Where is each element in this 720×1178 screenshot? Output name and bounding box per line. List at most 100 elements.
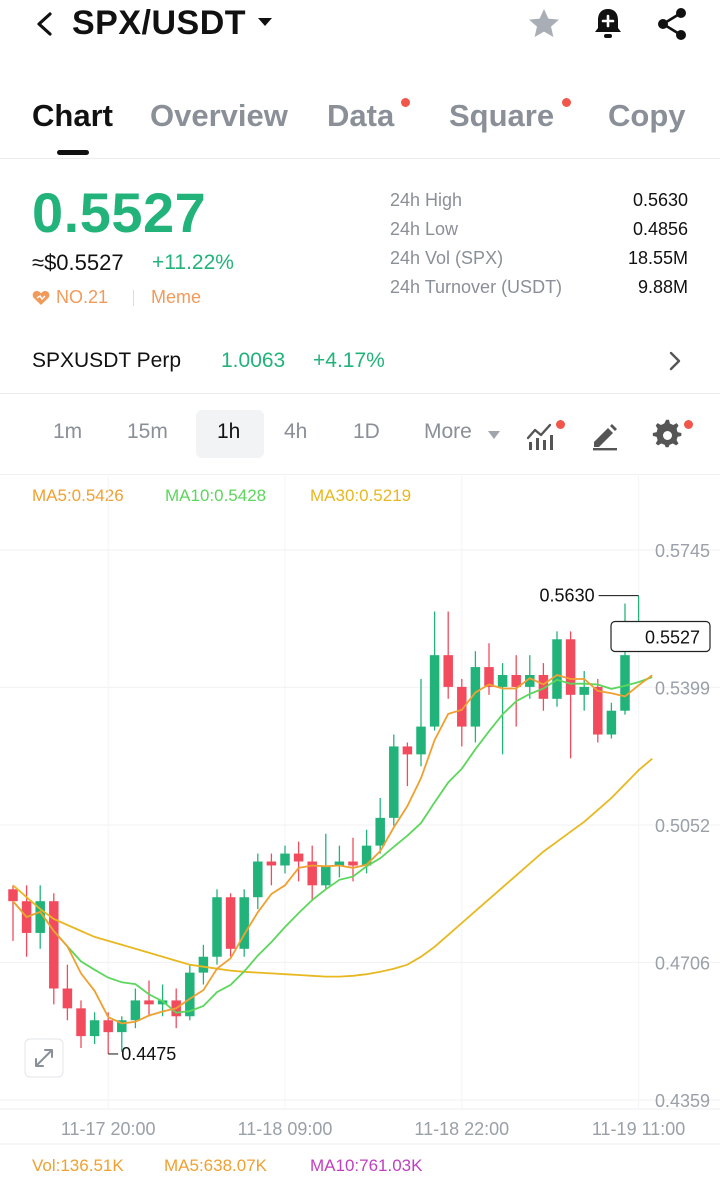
stat-value-24h-vol: 18.55M (627, 248, 688, 268)
stat-value-24h-turnover: 9.88M (637, 277, 688, 297)
candle-body (280, 853, 290, 866)
candle-body (348, 861, 358, 866)
candle-body (361, 845, 372, 866)
candle-body (144, 1000, 154, 1005)
interval-1m[interactable]: 1m (53, 420, 83, 443)
candle-body (470, 667, 481, 727)
candle-body (552, 639, 562, 699)
candle-body (497, 675, 508, 687)
stat-label-24h-high: 24h High (390, 190, 463, 210)
heart-rank-icon (32, 290, 50, 305)
rank-label: NO.21 (56, 287, 109, 307)
share-icon[interactable] (654, 6, 690, 42)
tab-square[interactable]: Square (449, 98, 555, 133)
star-icon[interactable] (526, 6, 562, 42)
chart-canvas[interactable]: 0.5745 0.5399 0.5052 0.4706 0.4359 11-17 20:0… (0, 476, 720, 1178)
caret-down-icon[interactable] (256, 16, 274, 28)
candle-body (293, 853, 304, 862)
back-arrow-icon[interactable] (30, 8, 60, 40)
divider (0, 393, 720, 394)
candle-body (225, 897, 236, 949)
candle-body (198, 956, 209, 973)
interval-1d[interactable]: 1D (353, 420, 380, 443)
volume-ma10-legend: MA10:761.03K (310, 1156, 423, 1175)
stat-label-24h-low: 24h Low (390, 219, 459, 239)
perp-change: +4.17% (313, 349, 385, 372)
current-price-label: 0.5527 (645, 628, 700, 648)
candle-body (49, 901, 59, 989)
settings-notification-dot (684, 420, 693, 429)
bell-plus-icon[interactable] (590, 6, 626, 42)
draw-pencil-icon[interactable] (588, 418, 622, 452)
candle-body (157, 1000, 168, 1005)
pair-title[interactable]: SPX/USDT (72, 4, 247, 42)
usd-price: ≈$0.5527 (32, 250, 124, 275)
candle-body (253, 861, 263, 898)
candle-body (375, 817, 385, 846)
ma5-legend: MA5:0.5426 (32, 486, 124, 505)
candle-body (321, 865, 331, 886)
candle-body (457, 686, 467, 727)
high-price-label: 0.5630 (540, 586, 595, 606)
candle-body (429, 655, 440, 727)
candle-body (266, 861, 277, 866)
candle-body (579, 686, 589, 695)
low-price-label: 0.4475 (121, 1044, 176, 1064)
tab-overview[interactable]: Overview (150, 98, 288, 133)
stat-value-24h-high: 0.5630 (632, 190, 688, 210)
candle-body (538, 675, 549, 699)
candle-body (565, 639, 576, 695)
current-price-box (610, 620, 711, 653)
perp-price: 1.0063 (221, 349, 286, 372)
settings-gear-icon[interactable] (650, 418, 684, 452)
tab-chart[interactable]: Chart (32, 98, 113, 133)
interval-4h[interactable]: 4h (284, 420, 308, 443)
candle-body (606, 710, 617, 735)
candle-body (525, 675, 535, 687)
indicators-notification-dot (556, 420, 565, 429)
candle-body (334, 861, 345, 866)
fullscreen-expand-icon[interactable] (24, 1038, 64, 1078)
interval-1h[interactable]: 1h (217, 420, 241, 443)
divider (0, 474, 720, 475)
tab-data[interactable]: Data (327, 98, 395, 133)
x-tick-label: 11-17 20:00 (61, 1119, 156, 1139)
tab-square-notification-dot (562, 98, 571, 107)
category-tag[interactable]: Meme (151, 287, 202, 307)
tab-bar: Chart Overview Data Square Copy (0, 96, 720, 156)
x-tick-label: 11-18 22:00 (414, 1119, 509, 1139)
divider (0, 158, 720, 159)
stat-value-24h-low: 0.4856 (632, 219, 688, 239)
y-tick-label: 0.5399 (655, 678, 710, 698)
candle-body (8, 889, 18, 902)
y-tick-label: 0.4359 (655, 1091, 710, 1111)
ma30-legend: MA30:0.5219 (310, 486, 412, 505)
volume-ma5-legend: MA5:638.07K (164, 1156, 268, 1175)
tab-copy[interactable]: Copy (608, 98, 686, 133)
candle-body (117, 1020, 127, 1033)
candle-body (239, 897, 249, 949)
candle-body (103, 1020, 113, 1033)
candlestick-chart[interactable]: 0.5745 0.5399 0.5052 0.4706 0.4359 11-17 20:0… (0, 476, 720, 1178)
active-tab-indicator (57, 150, 89, 155)
candle-body (389, 746, 399, 818)
tab-data-notification-dot (401, 98, 410, 107)
last-price: 0.5527 (32, 181, 207, 244)
interval-15m[interactable]: 15m (127, 420, 168, 443)
interval-more[interactable]: More (424, 420, 472, 443)
stat-label-24h-vol: 24h Vol (SPX) (390, 248, 504, 268)
candle-body (416, 726, 426, 755)
top-bar: SPX/USDT (0, 0, 720, 50)
rank-badge[interactable]: NO.21 (32, 287, 108, 308)
candle-body (185, 972, 195, 1017)
candle-body (35, 901, 45, 933)
perp-name: SPXUSDT Perp (32, 349, 181, 372)
perp-link-row[interactable]: SPXUSDT Perp 1.0063 +4.17% (0, 332, 720, 390)
candle-body (62, 988, 73, 1009)
candle-body (307, 861, 317, 886)
candle-body (443, 655, 453, 687)
more-caret-icon (488, 431, 500, 439)
interval-active-background (196, 410, 264, 458)
indicators-icon[interactable] (524, 418, 558, 452)
y-tick-label: 0.4706 (655, 953, 710, 973)
